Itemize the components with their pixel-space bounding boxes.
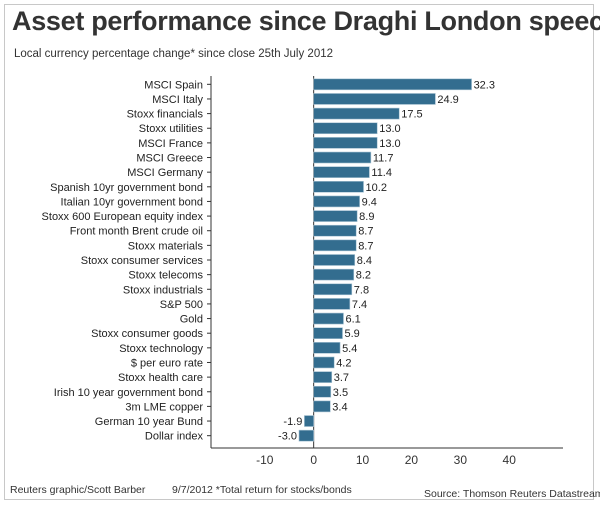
category-label: Stoxx materials — [128, 240, 204, 252]
value-label: 17.5 — [401, 109, 422, 121]
bar — [298, 429, 314, 442]
category-label: German 10 year Bund — [95, 416, 203, 428]
value-label: 8.7 — [358, 226, 373, 238]
value-label: 6.1 — [345, 314, 360, 326]
category-label: Front month Brent crude oil — [70, 226, 203, 238]
bar — [313, 224, 357, 237]
x-tick-label: 40 — [503, 453, 517, 467]
value-label: 8.2 — [356, 270, 371, 282]
credit: Reuters graphic/Scott Barber — [10, 484, 146, 496]
bar — [313, 210, 358, 222]
bar — [304, 415, 314, 427]
value-label: 8.4 — [357, 255, 372, 267]
source: Source: Thomson Reuters Datastream — [424, 488, 600, 500]
value-label: 5.9 — [345, 328, 360, 340]
bar — [313, 371, 333, 383]
category-label: Stoxx health care — [118, 372, 203, 384]
chart-title: Asset performance since Draghi London sp… — [12, 6, 600, 36]
value-label: 3.7 — [334, 372, 349, 384]
x-tick-label: 10 — [356, 453, 370, 467]
bar — [313, 122, 378, 135]
category-label: Stoxx financials — [127, 109, 204, 121]
category-label: MSCI France — [138, 138, 203, 150]
x-tick-label: 30 — [454, 453, 468, 467]
category-label: S&P 500 — [160, 299, 203, 311]
category-label: Spanish 10yr government bond — [50, 182, 203, 194]
bar — [313, 342, 341, 354]
footnote: 9/7/2012 *Total return for stocks/bonds — [172, 484, 352, 496]
value-label: 9.4 — [362, 196, 377, 208]
category-label: Irish 10 year government bond — [54, 387, 203, 399]
category-label: 3m LME copper — [125, 401, 203, 413]
category-label: Stoxx industrials — [123, 284, 204, 296]
category-label: MSCI Spain — [144, 79, 203, 91]
category-label: MSCI Greece — [136, 153, 203, 165]
value-label: 24.9 — [437, 94, 458, 106]
category-label: MSCI Germany — [127, 167, 203, 179]
bar — [313, 151, 372, 164]
value-label: 4.2 — [336, 357, 351, 369]
value-label: 7.8 — [354, 284, 369, 296]
value-label: 8.7 — [358, 240, 373, 252]
value-label: 3.4 — [332, 401, 347, 413]
bar — [313, 385, 332, 398]
bar — [313, 166, 370, 178]
bar — [313, 195, 360, 208]
category-label: Stoxx utilities — [139, 123, 204, 135]
value-label: 8.9 — [359, 211, 374, 223]
value-label: 11.7 — [373, 153, 394, 165]
bar — [313, 137, 378, 149]
category-label: Stoxx telecoms — [128, 270, 203, 282]
value-label: 3.5 — [333, 387, 348, 399]
bar — [313, 239, 357, 252]
category-label: MSCI Italy — [152, 94, 203, 106]
bar — [313, 327, 343, 340]
value-label: 7.4 — [352, 299, 367, 311]
bar — [313, 312, 344, 325]
value-label: -1.9 — [283, 416, 302, 428]
category-label: Stoxx consumer goods — [91, 328, 203, 340]
category-label: $ per euro rate — [131, 357, 203, 369]
bar — [313, 268, 355, 281]
value-label: 11.4 — [371, 167, 392, 179]
value-label: 13.0 — [379, 138, 400, 150]
x-tick-label: 0 — [310, 453, 317, 467]
x-tick-label: -10 — [256, 453, 274, 467]
value-label: 10.2 — [366, 182, 387, 194]
bar — [313, 107, 400, 120]
value-label: 5.4 — [342, 343, 357, 355]
category-label: Stoxx 600 European equity index — [42, 211, 204, 223]
value-label: 13.0 — [379, 123, 400, 135]
bar — [313, 93, 436, 105]
bar — [313, 254, 356, 266]
chart-subtitle: Local currency percentage change* since … — [14, 48, 334, 60]
category-label: Stoxx consumer services — [81, 255, 204, 267]
category-label: Gold — [180, 314, 203, 326]
chart-frame — [4, 4, 594, 500]
bar — [313, 356, 335, 369]
value-label: 32.3 — [474, 79, 495, 91]
bar — [313, 78, 472, 91]
category-label: Italian 10yr government bond — [61, 196, 203, 208]
category-label: Dollar index — [145, 431, 204, 443]
bar — [313, 298, 351, 310]
value-label: -3.0 — [278, 431, 297, 443]
category-label: Stoxx technology — [119, 343, 203, 355]
bar — [313, 181, 364, 193]
bar — [313, 283, 353, 296]
x-tick-label: 20 — [405, 453, 419, 467]
bar — [313, 400, 331, 413]
